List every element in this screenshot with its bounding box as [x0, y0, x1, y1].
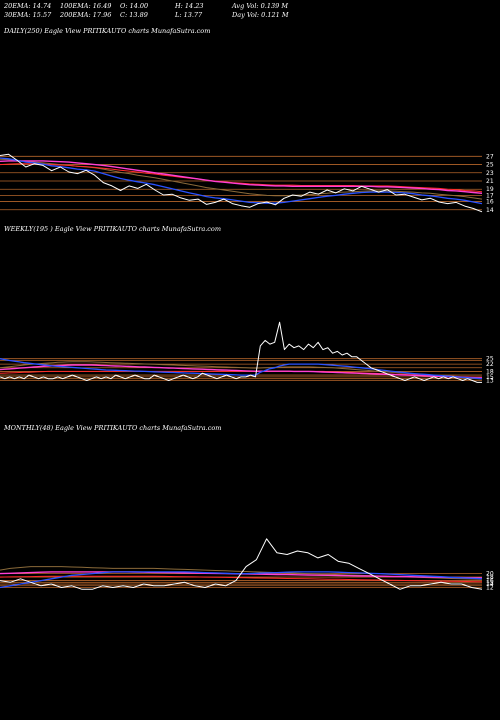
monthly-ema-long2-line — [0, 575, 483, 583]
monthly-tick-label: 14 — [486, 581, 494, 588]
low-label: L: 13.77 — [175, 11, 203, 19]
daily-tick-label: 23 — [486, 170, 494, 177]
monthly-tick-label: 20 — [486, 571, 494, 578]
daily-tick-label: 21 — [486, 178, 494, 185]
monthly-tick-label: 12 — [486, 585, 494, 592]
daily-ema-long-line — [0, 160, 483, 194]
daily-price-line — [0, 153, 483, 213]
weekly-tick-label: 13 — [486, 378, 494, 385]
ema30-label: 30EMA: 15.57 — [4, 11, 52, 19]
monthly-tick-label: 16 — [486, 578, 494, 585]
avg-vol-label: Avg Vol: 0.139 M — [232, 2, 289, 10]
ema200-label: 200EMA: 17.96 — [60, 11, 112, 19]
monthly-price-line — [0, 538, 483, 590]
open-label: O: 14.00 — [120, 2, 149, 10]
weekly-ema-short-line — [0, 358, 483, 380]
weekly-tick-label: 25 — [486, 356, 494, 363]
daily-tick-label: 19 — [486, 186, 494, 193]
daily-ema-long2-line — [0, 163, 483, 193]
day-vol-label: Day Vol: 0.121 M — [232, 11, 289, 19]
weekly-chart-title: WEEKLY(195 ) Eagle View PRITIKAUTO chart… — [4, 225, 221, 233]
weekly-tick-label: 15 — [486, 374, 494, 381]
high-label: H: 14.23 — [175, 2, 204, 10]
weekly-ema-long-line — [0, 364, 483, 379]
daily-tick-label: 25 — [486, 162, 494, 169]
ema100-label: 100EMA: 16.49 — [60, 2, 112, 10]
daily-tick-label: 16 — [486, 199, 494, 206]
daily-tick-label: 27 — [486, 153, 494, 160]
monthly-tick-label: 15 — [486, 579, 494, 586]
weekly-price-line — [0, 321, 482, 383]
daily-chart-title: DAILY(250) Eagle View PRITIKAUTO charts … — [4, 27, 211, 35]
monthly-chart-title: MONTHLY(48) Eagle View PRITIKAUTO charts… — [4, 424, 222, 432]
weekly-tick-label: 18 — [486, 368, 494, 375]
daily-ema-short-line — [0, 157, 483, 205]
daily-tick-label: 17 — [486, 192, 494, 199]
ema20-label: 20EMA: 14.74 — [4, 2, 52, 10]
close-label: C: 13.89 — [120, 11, 148, 19]
monthly-tick-label: 18 — [486, 574, 494, 581]
daily-tick-label: 14 — [486, 207, 494, 214]
weekly-tick-label: 22 — [486, 361, 494, 368]
